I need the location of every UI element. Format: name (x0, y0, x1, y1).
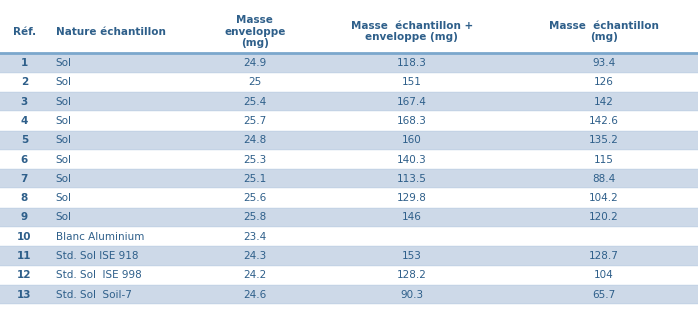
Text: 160: 160 (402, 135, 422, 145)
Bar (0, 150, 698, 169)
Bar (0, 111, 698, 131)
Text: 128.2: 128.2 (397, 270, 426, 280)
Text: 5: 5 (21, 135, 28, 145)
Text: 126: 126 (594, 77, 614, 87)
Text: 25.8: 25.8 (243, 212, 267, 222)
Text: 24.9: 24.9 (243, 58, 267, 68)
Text: Réf.: Réf. (13, 27, 36, 37)
Text: 24.2: 24.2 (243, 270, 267, 280)
Text: 2: 2 (21, 77, 28, 87)
Bar (0, 266, 698, 285)
Text: 24.6: 24.6 (243, 290, 267, 300)
Text: 3: 3 (21, 97, 28, 107)
Text: 129.8: 129.8 (397, 193, 426, 203)
Text: 25.4: 25.4 (243, 97, 267, 107)
Text: Std. Sol ISE 918: Std. Sol ISE 918 (56, 251, 138, 261)
Text: 65.7: 65.7 (592, 290, 616, 300)
Text: 10: 10 (17, 232, 31, 242)
Bar (0, 285, 698, 304)
Text: 24.8: 24.8 (243, 135, 267, 145)
Bar (0, 92, 698, 111)
Text: Nature échantillon: Nature échantillon (56, 27, 165, 37)
Text: 7: 7 (21, 174, 28, 184)
Text: Sol: Sol (56, 58, 72, 68)
Text: 25.7: 25.7 (243, 116, 267, 126)
Text: 104: 104 (594, 270, 614, 280)
Text: 142.6: 142.6 (589, 116, 618, 126)
Text: 24.3: 24.3 (243, 251, 267, 261)
Text: Masse  échantillon +
enveloppe (mg): Masse échantillon + enveloppe (mg) (350, 21, 473, 42)
Text: 1: 1 (21, 58, 28, 68)
Text: 93.4: 93.4 (592, 58, 616, 68)
Text: 135.2: 135.2 (589, 135, 618, 145)
Text: Sol: Sol (56, 77, 72, 87)
Bar (0, 169, 698, 188)
Text: 6: 6 (21, 155, 28, 165)
Text: 11: 11 (17, 251, 31, 261)
Text: 8: 8 (21, 193, 28, 203)
Text: Sol: Sol (56, 135, 72, 145)
Text: 142: 142 (594, 97, 614, 107)
Text: Std. Sol  Soil-7: Std. Sol Soil-7 (56, 290, 132, 300)
Bar (0, 246, 698, 266)
Text: 25.3: 25.3 (243, 155, 267, 165)
Text: 167.4: 167.4 (397, 97, 426, 107)
Bar (0, 188, 698, 208)
Bar (0, 10, 698, 53)
Bar (0, 73, 698, 92)
Text: 118.3: 118.3 (397, 58, 426, 68)
Text: 25.1: 25.1 (243, 174, 267, 184)
Text: 9: 9 (21, 212, 28, 222)
Text: 12: 12 (17, 270, 31, 280)
Text: Sol: Sol (56, 193, 72, 203)
Text: 115: 115 (594, 155, 614, 165)
Text: Masse  échantillon
(mg): Masse échantillon (mg) (549, 21, 659, 42)
Text: Sol: Sol (56, 116, 72, 126)
Text: Masse
enveloppe
(mg): Masse enveloppe (mg) (224, 15, 285, 48)
Text: 23.4: 23.4 (243, 232, 267, 242)
Text: 128.7: 128.7 (589, 251, 618, 261)
Text: 151: 151 (402, 77, 422, 87)
Text: 104.2: 104.2 (589, 193, 618, 203)
Text: 153: 153 (402, 251, 422, 261)
Text: 88.4: 88.4 (592, 174, 616, 184)
Bar (0, 53, 698, 73)
Text: Sol: Sol (56, 97, 72, 107)
Text: Sol: Sol (56, 212, 72, 222)
Text: 25: 25 (248, 77, 261, 87)
Text: Std. Sol  ISE 998: Std. Sol ISE 998 (56, 270, 142, 280)
Bar (0, 227, 698, 246)
Bar (0, 131, 698, 150)
Text: 25.6: 25.6 (243, 193, 267, 203)
Text: 168.3: 168.3 (397, 116, 426, 126)
Text: 146: 146 (402, 212, 422, 222)
Text: 4: 4 (21, 116, 28, 126)
Text: 90.3: 90.3 (400, 290, 424, 300)
Text: 140.3: 140.3 (397, 155, 426, 165)
Text: Blanc Aluminium: Blanc Aluminium (56, 232, 144, 242)
Text: Sol: Sol (56, 155, 72, 165)
Bar (0, 208, 698, 227)
Text: Sol: Sol (56, 174, 72, 184)
Text: 13: 13 (17, 290, 31, 300)
Text: 120.2: 120.2 (589, 212, 618, 222)
Text: 113.5: 113.5 (397, 174, 426, 184)
